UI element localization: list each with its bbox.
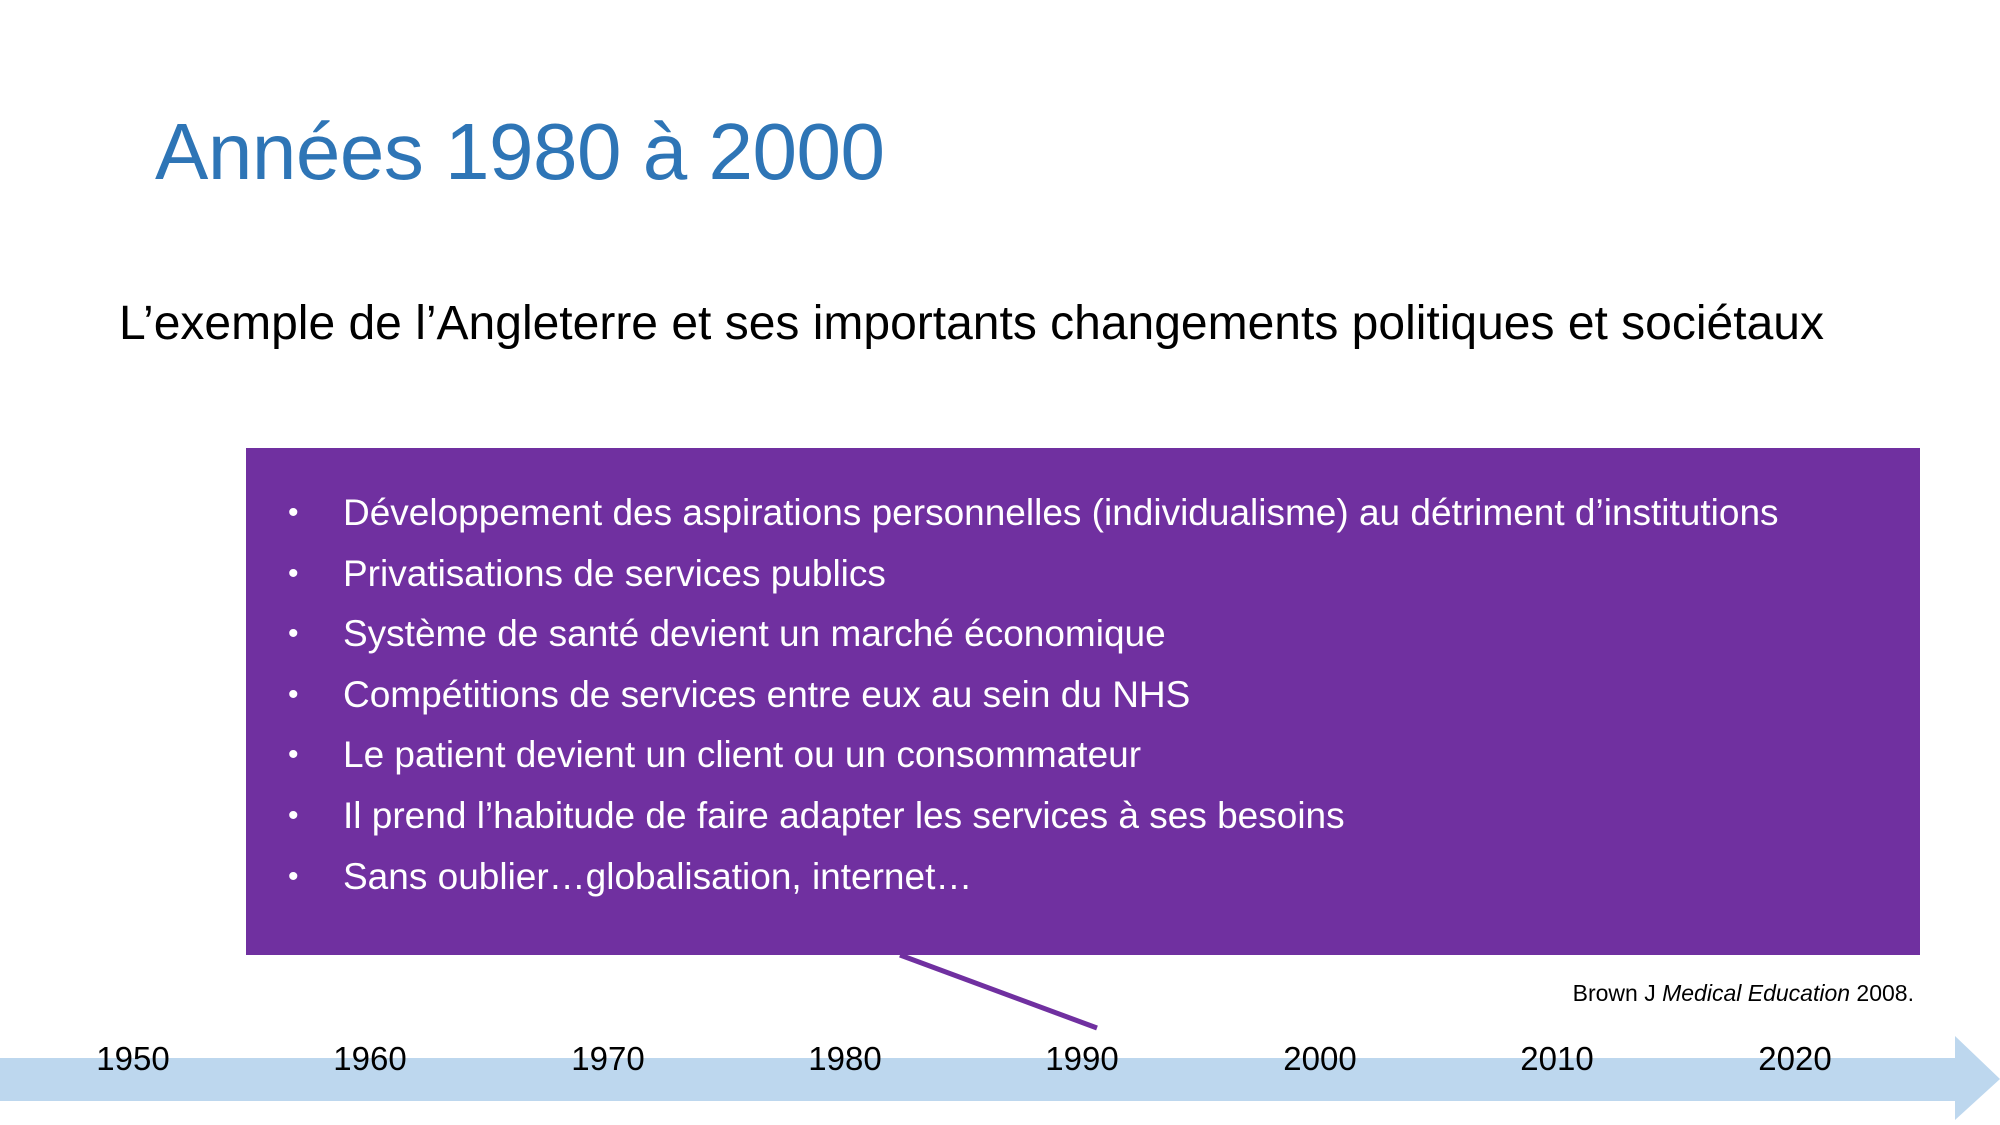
bullet-text: Compétitions de services entre eux au se… — [343, 673, 1191, 715]
timeline-year: 2000 — [1283, 1040, 1357, 1077]
timeline-arrow — [0, 1036, 2000, 1120]
timeline-year: 1980 — [808, 1040, 882, 1077]
bullet-icon: • — [288, 617, 299, 651]
bullet-icon: • — [288, 859, 299, 893]
citation: Brown J Medical Education 2008. — [1573, 980, 1914, 1007]
bullet-text: Système de santé devient un marché écono… — [343, 613, 1166, 655]
citation-author: Brown J — [1572, 980, 1663, 1006]
timeline-year: 1970 — [571, 1040, 645, 1077]
bullet-text: Développement des aspirations personnell… — [343, 492, 1779, 533]
slide-title: Années 1980 à 2000 — [155, 107, 885, 196]
callout-pointer-line — [899, 952, 1098, 1031]
bullet-icon: • — [288, 556, 299, 590]
timeline-year: 1960 — [333, 1040, 407, 1077]
timeline-year: 1950 — [96, 1040, 170, 1077]
citation-journal: Medical Education — [1662, 980, 1851, 1006]
timeline-year: 1990 — [1045, 1040, 1119, 1077]
citation-year: 2008. — [1850, 980, 1914, 1006]
bullet-text: Privatisations de services publics — [343, 552, 886, 594]
bullet-text: Sans oublier…globalisation, internet… — [343, 855, 973, 897]
bullet-icon: • — [288, 798, 299, 832]
bullet-icon: • — [288, 738, 299, 772]
bullet-box: • Développement des aspirations personnel… — [246, 448, 1920, 955]
bullet-icon: • — [288, 677, 299, 711]
timeline-year: 2020 — [1758, 1040, 1832, 1077]
slide-subtitle: L’exemple de l’Angleterre et ses importa… — [119, 297, 1824, 350]
bullet-icon: • — [288, 496, 299, 529]
bullet-text: Il prend l’habitude de faire adapter les… — [343, 794, 1345, 836]
timeline-year: 2010 — [1520, 1040, 1594, 1077]
bullet-text: Le patient devient un client ou un conso… — [343, 734, 1142, 776]
